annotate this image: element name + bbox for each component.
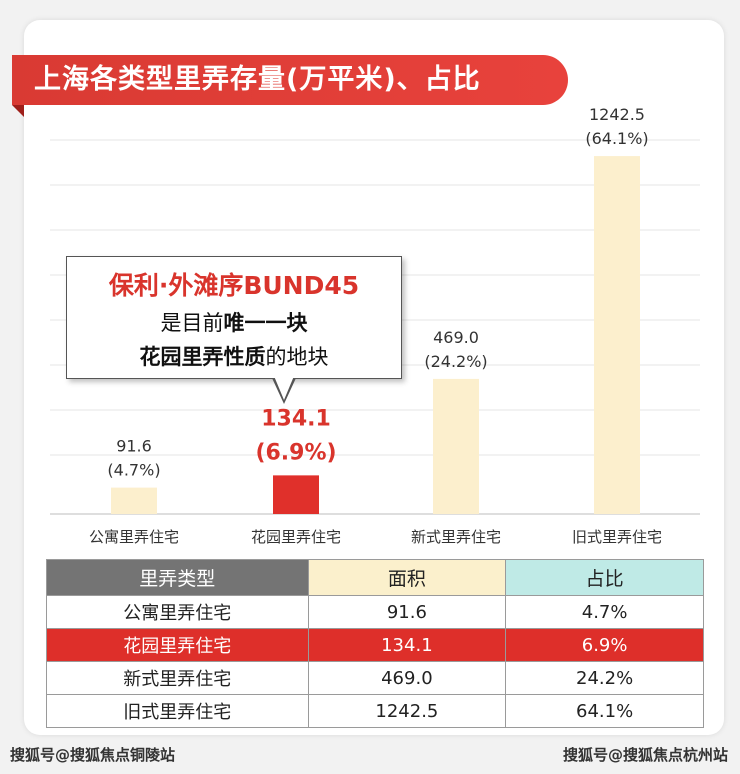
table-row: 公寓里弄住宅 91.6 4.7%	[46, 595, 704, 629]
table-cell-type: 公寓里弄住宅	[46, 595, 309, 629]
footer-watermark-left: 搜狐号@搜狐焦点铜陵站	[10, 746, 176, 764]
table-header-row: 里弄类型 面积 占比	[46, 559, 704, 596]
title-ribbon-fold	[12, 105, 24, 117]
callout-pointer-fill	[274, 376, 294, 400]
table-cell-area: 1242.5	[307, 694, 507, 728]
callout-box: 保利·外滩序BUND45 是目前唯一一块 花园里弄性质的地块	[66, 256, 402, 379]
bar-share-label: (24.2%)	[424, 352, 487, 371]
bar-share-label: (6.9%)	[255, 440, 336, 465]
table-cell-share: 4.7%	[505, 595, 704, 629]
bar	[111, 487, 157, 514]
bar-value-label: 134.1	[261, 406, 331, 431]
table-header-type: 里弄类型	[46, 559, 309, 596]
bar	[594, 156, 640, 514]
table-row-highlighted: 花园里弄住宅 134.1 6.9%	[46, 628, 704, 662]
x-tick-label: 花园里弄住宅	[251, 528, 341, 546]
bar-value-label: 91.6	[116, 437, 152, 456]
table-cell-area: 469.0	[307, 661, 507, 695]
callout-line-2: 是目前唯一一块	[67, 307, 401, 337]
callout-line-2-bold: 唯一一块	[223, 311, 308, 335]
callout-line-2-prefix: 是目前	[160, 311, 224, 335]
table-row: 新式里弄住宅 469.0 24.2%	[46, 661, 704, 695]
table-header-area: 面积	[307, 559, 507, 596]
bar	[273, 475, 319, 514]
data-table: 里弄类型 面积 占比 公寓里弄住宅 91.6 4.7% 花园里弄住宅 134.1…	[46, 559, 704, 728]
bar-share-label: (4.7%)	[107, 461, 160, 480]
callout-line-3: 花园里弄性质的地块	[67, 341, 401, 371]
table-cell-share: 6.9%	[505, 628, 704, 662]
table-cell-type: 新式里弄住宅	[46, 661, 309, 695]
bar	[433, 378, 479, 514]
callout-line-3-bold: 花园里弄性质	[139, 345, 266, 369]
table-cell-type: 花园里弄住宅	[46, 628, 309, 662]
x-tick-label: 新式里弄住宅	[411, 528, 501, 546]
table-cell-share: 24.2%	[505, 661, 704, 695]
bar-value-label: 469.0	[433, 328, 479, 347]
x-tick-label: 公寓里弄住宅	[89, 528, 179, 546]
table-cell-share: 64.1%	[505, 694, 704, 728]
table-row: 旧式里弄住宅 1242.5 64.1%	[46, 694, 704, 728]
callout-project-name: 保利·外滩序BUND45	[108, 271, 360, 300]
table-cell-area: 91.6	[307, 595, 507, 629]
bar-value-label: 1242.5	[589, 105, 645, 124]
bar-share-label: (64.1%)	[585, 129, 648, 148]
table-cell-area: 134.1	[307, 628, 507, 662]
x-tick-label: 旧式里弄住宅	[572, 528, 662, 546]
chart-title: 上海各类型里弄存量(万平米)、占比	[12, 55, 568, 105]
callout-line-3-suffix: 的地块	[265, 345, 329, 369]
table-header-share: 占比	[505, 559, 704, 596]
footer-watermark-right: 搜狐号@搜狐焦点杭州站	[562, 746, 728, 764]
table-cell-type: 旧式里弄住宅	[46, 694, 309, 728]
